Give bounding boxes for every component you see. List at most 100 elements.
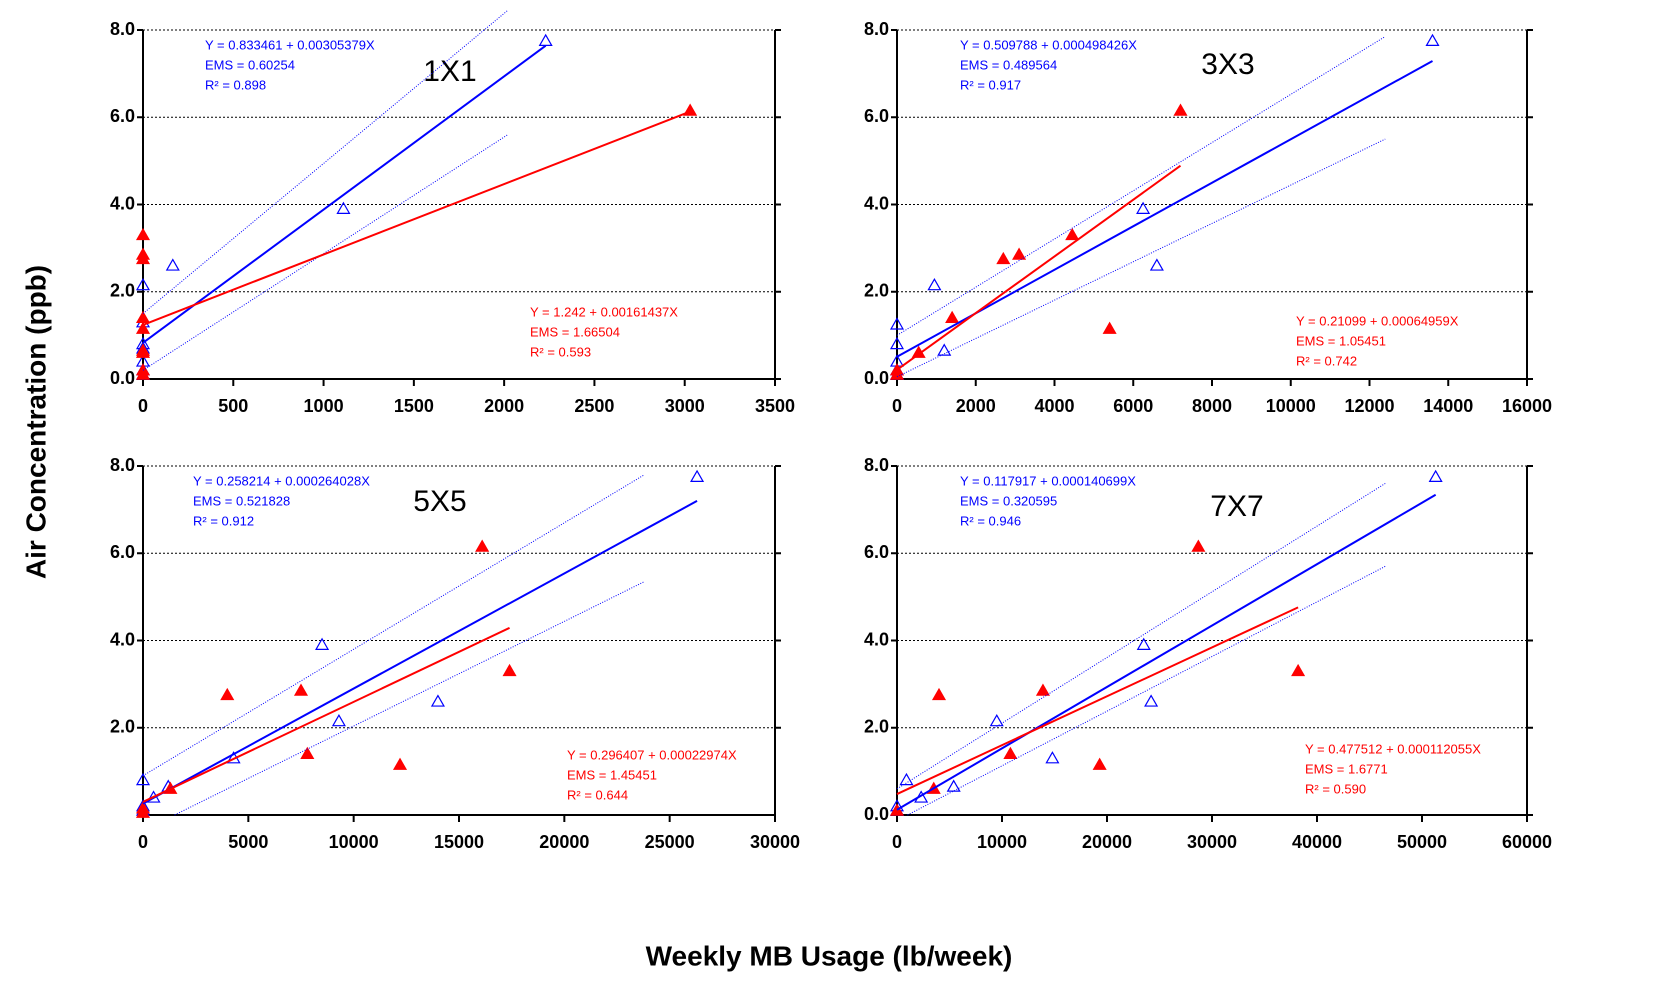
panel-title: 5X5 [413,485,466,518]
data-point [989,713,1004,727]
x-tick-label: 2500 [574,396,614,416]
x-tick-label: 14000 [1423,396,1473,416]
panel-title: 1X1 [423,55,476,88]
data-point [1428,469,1443,483]
data-point [1191,539,1206,552]
data-point [392,757,408,770]
data-point [889,336,905,350]
fit-annotation: Y = 0.509788 + 0.000498426X [960,37,1137,52]
data-point [1045,751,1060,764]
fit-annotation: R² = 0.593 [530,344,591,359]
fit-annotation: Y = 0.296407 + 0.00022974X [567,747,737,762]
y-tick-label: 2.0 [110,281,135,301]
x-tick-label: 3500 [755,396,795,416]
x-tick-label: 20000 [539,832,589,852]
fit-annotation: R² = 0.590 [1305,781,1366,796]
data-point [135,310,151,324]
x-tick-label: 2000 [484,396,524,416]
fit-annotation: Y = 0.833461 + 0.00305379X [205,37,375,52]
data-point [927,277,942,291]
data-point [1012,247,1027,260]
x-tick-label: 20000 [1082,832,1132,852]
panel-title: 3X3 [1201,48,1254,81]
fit-annotation: Y = 0.117917 + 0.000140699X [960,473,1136,488]
fit-line [896,483,1386,790]
fit-annotation: EMS = 0.320595 [960,493,1057,508]
data-point [1003,746,1018,760]
y-tick-label: 8.0 [864,19,889,39]
fit-line [896,60,1433,358]
fit-line [896,164,1182,371]
data-point [315,637,330,650]
fit-line [896,493,1437,811]
fit-annotation: Y = 0.258214 + 0.000264028X [193,473,370,488]
y-tick-label: 4.0 [864,193,889,213]
data-point [1092,757,1107,770]
data-point [899,772,914,786]
fit-annotation: R² = 0.898 [205,77,266,92]
fit-line [142,626,510,803]
x-tick-label: 0 [138,832,148,852]
y-tick-label: 8.0 [864,455,889,475]
fit-line [142,500,698,805]
data-point [538,33,553,47]
fit-line [907,565,1386,816]
x-tick-label: 15000 [434,832,484,852]
data-point [300,746,315,760]
x-tick-label: 12000 [1344,396,1394,416]
data-point [331,713,346,727]
data-point [135,277,151,291]
data-point [1035,683,1050,696]
fit-annotation: R² = 0.644 [567,787,628,802]
x-tick-label: 50000 [1397,832,1447,852]
data-point [996,251,1011,265]
y-tick-label: 8.0 [110,455,135,475]
data-point [135,247,151,260]
fit-annotation: EMS = 0.60254 [205,57,295,72]
fit-line [142,9,509,314]
x-tick-label: 1000 [304,396,344,416]
y-tick-label: 2.0 [864,281,889,301]
fit-annotation: EMS = 1.6771 [1305,761,1388,776]
data-point [135,343,151,356]
fit-line [142,44,547,344]
y-tick-label: 4.0 [110,193,135,213]
fit-annotation: R² = 0.917 [960,77,1021,92]
y-tick-label: 8.0 [110,19,135,39]
data-point [931,687,947,701]
fit-annotation: R² = 0.742 [1296,353,1357,368]
x-tick-label: 0 [138,396,148,416]
x-tick-label: 30000 [750,832,800,852]
panel-title: 7X7 [1210,490,1263,523]
x-tick-label: 10000 [977,832,1027,852]
data-point [937,343,952,356]
x-tick-label: 10000 [329,832,379,852]
y-tick-label: 2.0 [864,717,889,737]
data-point [1136,201,1151,214]
data-point [1291,663,1306,677]
y-tick-label: 6.0 [864,106,889,126]
data-point [1144,694,1159,707]
fit-annotation: R² = 0.912 [193,513,254,528]
data-point [1425,33,1440,47]
x-tick-label: 10000 [1266,396,1316,416]
fit-annotation: R² = 0.946 [960,513,1021,528]
fit-annotation: EMS = 1.45451 [567,767,657,782]
data-point [135,772,151,786]
data-point [135,363,151,376]
x-tick-label: 6000 [1113,396,1153,416]
data-point [690,469,705,483]
x-tick-label: 0 [892,832,902,852]
fit-line [896,606,1299,795]
data-point [1173,103,1188,116]
x-tick-label: 30000 [1187,832,1237,852]
data-point [1065,227,1080,241]
data-point [1136,637,1151,650]
x-tick-label: 1500 [394,396,434,416]
data-point [1149,258,1164,271]
y-tick-label: 6.0 [110,106,135,126]
data-point [889,317,905,330]
x-tick-label: 2000 [956,396,996,416]
fit-annotation: Y = 0.21099 + 0.00064959X [1296,313,1459,328]
